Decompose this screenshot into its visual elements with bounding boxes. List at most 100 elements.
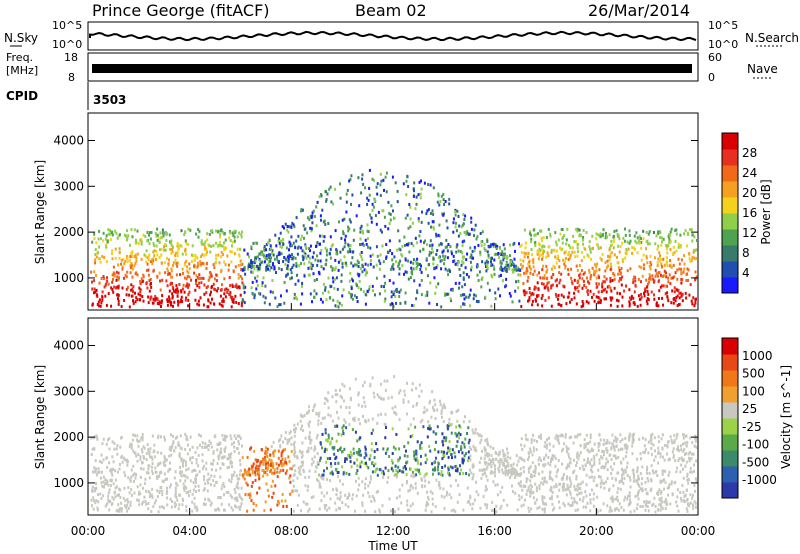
- velocity-cell: [675, 500, 678, 504]
- power-cell: [94, 261, 97, 265]
- power-cell: [240, 268, 243, 272]
- velocity-cell: [679, 491, 682, 494]
- power-cell: [511, 300, 514, 304]
- velocity-cell: [442, 420, 445, 424]
- velocity-cell: [165, 458, 168, 462]
- power-cell: [203, 283, 206, 287]
- power-cell: [609, 244, 612, 248]
- power-cell: [196, 284, 199, 288]
- power-cell: [134, 238, 137, 242]
- power-cell: [576, 243, 579, 246]
- power-cell: [532, 292, 535, 296]
- power-cell: [368, 287, 371, 291]
- velocity-cell: [549, 488, 552, 492]
- power-cell: [359, 252, 362, 256]
- power-cell: [585, 285, 588, 289]
- velocity-cell: [371, 376, 374, 380]
- power-cell: [626, 269, 629, 273]
- power-cell: [534, 286, 537, 290]
- velocity-cell: [487, 443, 490, 447]
- velocity-cell: [457, 483, 460, 487]
- velocity-cell: [389, 509, 392, 513]
- velocity-cell: [262, 460, 265, 464]
- velocity-cell: [272, 491, 275, 495]
- power-cell: [349, 220, 352, 224]
- velocity-cell: [489, 445, 492, 449]
- velocity-cell: [342, 472, 345, 476]
- power-cell: [674, 239, 677, 243]
- power-cell: [279, 244, 282, 248]
- power-cell: [276, 305, 279, 308]
- velocity-cell: [434, 466, 436, 470]
- power-cell: [349, 271, 352, 275]
- velocity-cell: [692, 452, 695, 456]
- velocity-cell: [341, 450, 344, 453]
- power-cell: [570, 276, 573, 280]
- power-cell: [618, 237, 621, 241]
- power-cell: [412, 258, 415, 262]
- power-cell: [536, 252, 539, 256]
- power-cell: [559, 246, 562, 250]
- power-cell: [228, 236, 231, 240]
- power-cell: [661, 240, 663, 244]
- velocity-cell: [114, 469, 117, 473]
- velocity-cell: [540, 459, 543, 462]
- velocity-cell: [683, 500, 686, 504]
- velocity-cell: [507, 473, 510, 477]
- power-cell: [382, 260, 385, 264]
- velocity-cell: [694, 477, 697, 481]
- velocity-cell: [356, 464, 359, 468]
- power-cell: [177, 300, 180, 304]
- power-cell: [442, 213, 445, 217]
- velocity-cell: [525, 492, 528, 496]
- velocity-cell: [687, 452, 690, 456]
- power-cell: [90, 270, 93, 274]
- power-cell: [263, 301, 266, 305]
- power-cell: [129, 266, 132, 270]
- velocity-cell: [629, 510, 632, 514]
- power-cell: [383, 299, 386, 303]
- power-cell: [470, 216, 473, 220]
- velocity-cell: [598, 442, 601, 446]
- power-cell: [442, 192, 445, 196]
- velocity-cell: [529, 447, 532, 451]
- power-cell: [601, 252, 604, 256]
- power-cell: [580, 269, 583, 272]
- power-cell: [432, 212, 435, 216]
- power-cell: [289, 277, 292, 281]
- velocity-cell: [558, 488, 561, 492]
- velocity-cell: [582, 496, 585, 500]
- velocity-cell: [557, 434, 560, 438]
- power-cell: [295, 261, 298, 265]
- power-cell: [511, 268, 514, 272]
- velocity-cell: [321, 446, 323, 450]
- velocity-cell: [691, 441, 694, 445]
- power-cell: [492, 264, 495, 268]
- velocity-cell: [219, 466, 222, 470]
- velocity-cell: [543, 496, 546, 500]
- power-cell: [95, 288, 98, 292]
- velocity-cell: [626, 465, 629, 469]
- power-cell: [657, 280, 660, 283]
- power-cell: [412, 304, 415, 308]
- power-cell: [576, 250, 579, 254]
- power-cell: [175, 288, 177, 292]
- velocity-cell: [431, 497, 434, 501]
- velocity-cell: [666, 452, 669, 456]
- power-cell: [125, 238, 128, 242]
- velocity-cell: [361, 404, 364, 408]
- velocity-cell: [171, 444, 174, 448]
- velocity-cell: [341, 501, 344, 504]
- velocity-cell: [247, 493, 250, 497]
- velocity-cell: [407, 441, 410, 445]
- velocity-cell: [100, 476, 102, 480]
- power-cell: [444, 255, 447, 259]
- velocity-cell: [406, 503, 409, 507]
- velocity-cell: [551, 478, 554, 482]
- power-cell: [517, 273, 520, 277]
- velocity-cell: [117, 493, 120, 497]
- velocity-cell: [428, 424, 431, 428]
- velocity-cell: [624, 468, 627, 472]
- velocity-cell: [416, 402, 419, 405]
- power-cell: [128, 259, 131, 263]
